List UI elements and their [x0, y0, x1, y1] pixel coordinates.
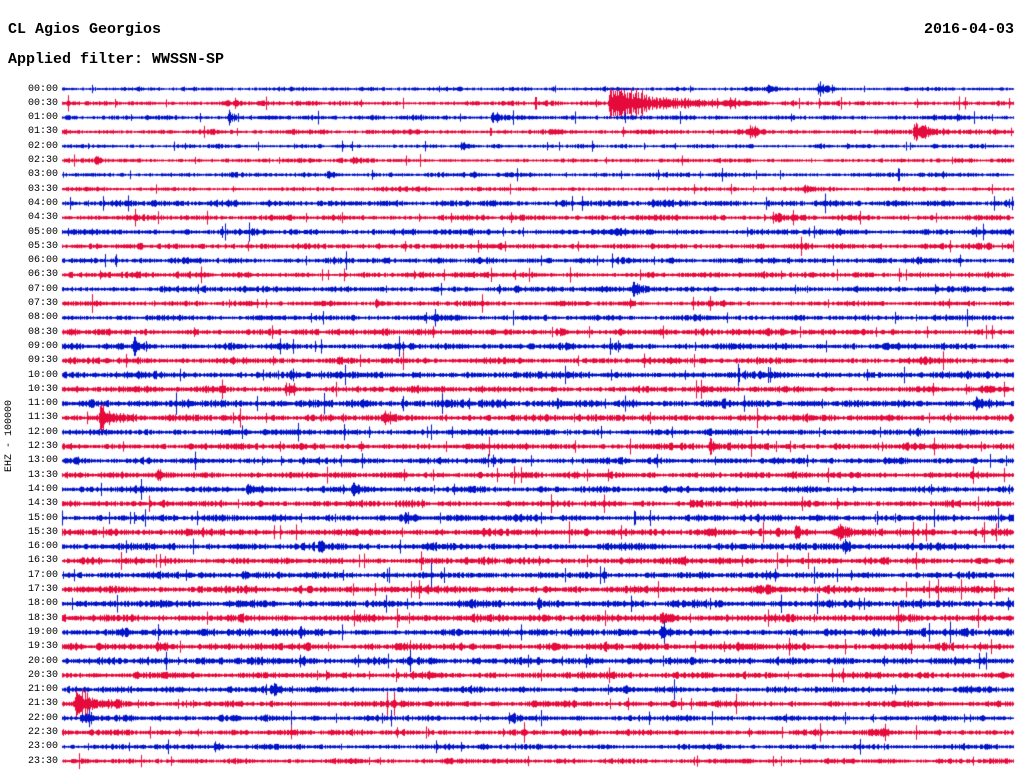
time-label: 19:30 — [27, 641, 58, 653]
time-label: 22:30 — [27, 727, 58, 738]
record-date: 2016-04-03 — [923, 21, 1014, 38]
time-label: 15:00 — [27, 512, 58, 524]
time-label: 17:00 — [27, 569, 58, 581]
time-label: 21:30 — [27, 698, 58, 710]
time-label: 04:30 — [27, 212, 58, 224]
time-label: 12:00 — [27, 426, 58, 438]
time-label: 02:00 — [27, 140, 58, 152]
time-label: 07:30 — [27, 298, 58, 309]
time-label: 02:30 — [27, 155, 58, 166]
time-label: 20:00 — [27, 655, 58, 667]
time-label: 09:30 — [27, 355, 58, 367]
time-label: 13:00 — [27, 455, 58, 467]
station-title: CL Agios Georgios — [8, 21, 162, 38]
time-label: 10:30 — [27, 383, 58, 395]
time-label: 18:00 — [27, 598, 58, 610]
time-label: 14:30 — [27, 498, 58, 510]
time-label: 19:00 — [27, 626, 58, 638]
time-label: 23:30 — [27, 755, 58, 767]
time-label: 22:00 — [27, 712, 58, 724]
time-label: 20:30 — [27, 669, 58, 681]
channel-scale-label: EHZ - 100000 — [4, 399, 15, 472]
time-label: 00:30 — [27, 97, 58, 109]
time-label: 15:30 — [27, 526, 58, 538]
time-label: 07:00 — [27, 283, 58, 295]
time-label: 23:00 — [27, 741, 58, 753]
time-label: 11:30 — [27, 412, 58, 424]
time-label: 17:30 — [27, 584, 58, 595]
time-label: 08:00 — [27, 312, 58, 324]
time-label: 16:00 — [27, 541, 58, 553]
time-label: 21:00 — [27, 684, 58, 696]
time-label: 14:00 — [27, 483, 58, 495]
time-label: 01:30 — [27, 126, 58, 138]
time-label: 00:00 — [27, 83, 58, 95]
time-label: 06:30 — [27, 269, 58, 281]
time-label: 05:30 — [27, 240, 58, 252]
time-label: 05:00 — [27, 226, 58, 238]
time-label: 18:30 — [27, 612, 58, 624]
time-label: 10:00 — [27, 369, 58, 381]
time-label: 03:00 — [27, 169, 58, 181]
time-label: 01:00 — [27, 112, 58, 124]
time-label: 16:30 — [27, 555, 58, 567]
time-label: 06:00 — [27, 255, 58, 267]
time-label: 12:30 — [27, 441, 58, 452]
time-label: 03:30 — [27, 183, 58, 195]
time-label: 08:30 — [27, 326, 58, 338]
time-label: 11:00 — [27, 398, 58, 410]
time-label: 04:00 — [27, 197, 58, 209]
filter-label: Applied filter: WWSSN-SP — [8, 51, 225, 68]
time-label: 09:00 — [27, 340, 58, 352]
time-label: 13:30 — [27, 469, 58, 481]
